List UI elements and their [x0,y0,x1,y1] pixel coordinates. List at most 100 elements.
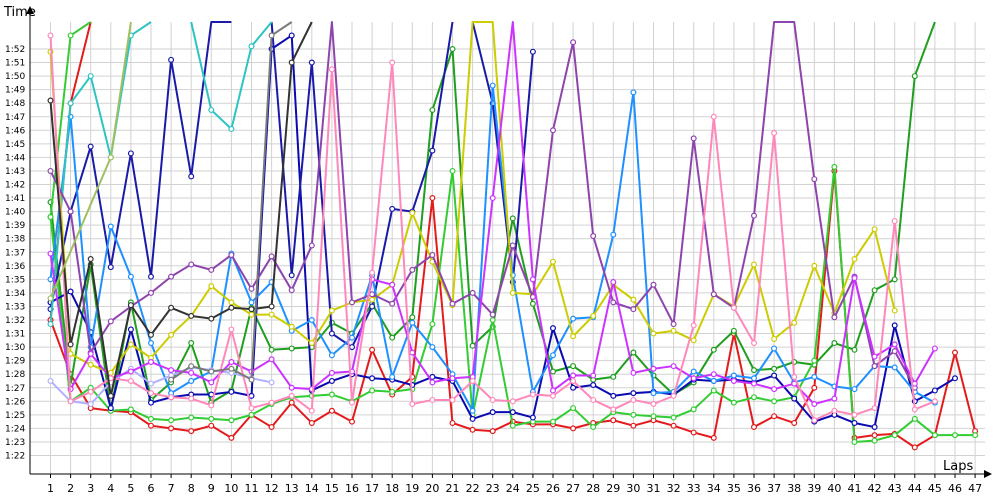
data-point [168,425,175,432]
y-tick-label: 1:30 [5,343,25,353]
y-axis-arrow [26,6,34,14]
x-tick-label: 15 [325,482,339,495]
data-point [509,215,516,222]
data-point [469,407,476,414]
data-point [509,409,516,416]
series-path [471,21,534,284]
data-point [449,300,456,307]
data-point [750,261,757,268]
y-tick-label: 1:29 [5,357,25,367]
data-point [188,395,195,402]
data-point [429,321,436,328]
data-point [208,283,215,290]
y-tick-label: 1:40 [5,208,25,218]
x-tick-label: 26 [546,482,560,495]
x-tick-label: 47 [968,482,982,495]
x-tick-label: 46 [948,482,962,495]
data-point [228,417,235,424]
data-point [811,373,818,380]
data-point [369,375,376,382]
data-point [127,406,134,413]
data-point [590,396,597,403]
data-point [529,414,536,421]
data-point [549,368,556,375]
data-point [168,304,175,311]
data-point [851,346,858,353]
data-point [891,322,898,329]
data-point [107,369,114,376]
data-point [148,380,155,387]
data-point [549,418,556,425]
series-line [168,21,293,383]
data-point [148,422,155,429]
data-point [610,279,617,286]
data-point [148,359,155,366]
data-point [710,387,717,394]
data-point [349,399,356,406]
data-point [851,274,858,281]
data-point [650,330,657,337]
data-point [750,380,757,387]
data-point [188,377,195,384]
y-tick-label: 1:42 [5,181,25,191]
data-point [389,59,396,66]
x-tick-label: 1 [47,482,54,495]
data-point [449,45,456,52]
data-point [228,359,235,366]
data-point [228,326,235,333]
x-tick-label: 23 [486,482,500,495]
data-point [871,363,878,370]
data-point [871,287,878,294]
data-point [449,167,456,174]
data-point [308,407,315,414]
x-tick-label: 16 [345,482,359,495]
x-tick-label: 39 [807,482,821,495]
data-point [610,299,617,306]
data-point [650,401,657,408]
data-point [188,312,195,319]
data-point [549,352,556,359]
y-tick-label: 1:52 [5,45,25,55]
data-point [288,345,295,352]
x-tick-label: 41 [848,482,862,495]
data-point [851,256,858,263]
x-tick-label: 8 [188,482,195,495]
data-point [369,303,376,310]
data-point [308,340,315,347]
data-point [389,205,396,212]
data-point [489,311,496,318]
data-point [228,388,235,395]
data-point [328,369,335,376]
data-point [891,218,898,225]
data-point [208,422,215,429]
data-point [268,303,275,310]
tick-labels: 1:22 1:23 1:24 1:25 1:26 1:27 1:28 1:29 1:30 1:31… [5,45,982,495]
x-tick-label: 33 [687,482,701,495]
data-point [570,384,577,391]
data-point [690,337,697,344]
data-point [148,340,155,347]
data-point [389,281,396,288]
x-tick-label: 38 [787,482,801,495]
data-point [811,384,818,391]
data-point [107,264,114,271]
data-point [248,299,255,306]
data-point [208,368,215,375]
data-point [409,314,416,321]
data-point [409,266,416,273]
data-point [690,375,697,382]
data-point [931,345,938,352]
y-axis-title: Time [3,5,36,20]
data-point [791,419,798,426]
data-point [529,300,536,307]
data-point [670,392,677,399]
data-point [570,315,577,322]
data-point [469,377,476,384]
x-tick-label: 17 [365,482,379,495]
data-point [871,437,878,444]
data-point [248,405,255,412]
x-tick-label: 22 [466,482,480,495]
data-point [811,357,818,364]
y-tick-label: 1:31 [5,330,25,340]
series-line [47,21,313,399]
